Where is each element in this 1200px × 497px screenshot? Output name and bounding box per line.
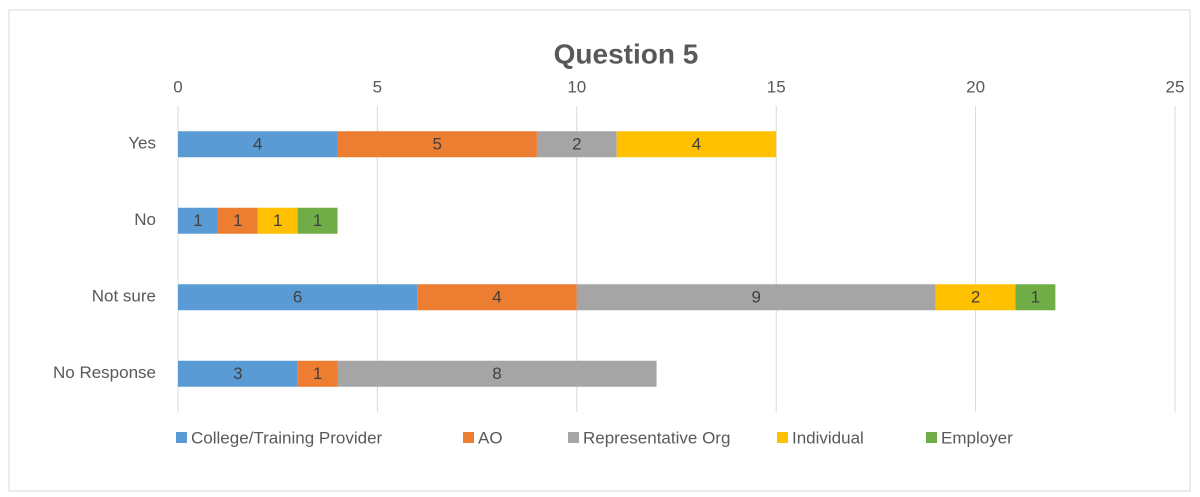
x-tick-label: 15 [767, 77, 786, 96]
data-label: 1 [233, 211, 242, 230]
bar-segment [297, 207, 338, 234]
bar-segment [178, 131, 338, 158]
y-tick-label: No [134, 210, 156, 229]
bar-segment [935, 284, 1016, 311]
bar-segment [417, 284, 577, 311]
chart-border [8, 9, 1191, 492]
bar-segment [337, 131, 537, 158]
legend-swatch [926, 432, 937, 443]
bar-segment [1015, 284, 1056, 311]
x-tick-label: 0 [173, 77, 182, 96]
bar-segment [178, 360, 298, 387]
legend-label: Representative Org [583, 428, 730, 447]
y-tick-label: Yes [128, 134, 156, 153]
data-label: 9 [752, 288, 761, 307]
y-tick-label: Not sure [92, 287, 156, 306]
legend-swatch [463, 432, 474, 443]
data-label: 1 [193, 211, 202, 230]
x-tick-label: 20 [966, 77, 985, 96]
data-label: 8 [492, 364, 501, 383]
data-label: 3 [233, 364, 242, 383]
x-tick-label: 25 [1166, 77, 1185, 96]
bar-segment [337, 360, 657, 387]
data-label: 1 [1031, 288, 1040, 307]
data-label: 4 [692, 135, 701, 154]
chart-title: Question 5 [554, 38, 699, 69]
bar-segment [616, 131, 777, 158]
bar-segment [178, 207, 218, 234]
y-tick-label: No Response [53, 363, 156, 382]
legend-label: Individual [792, 428, 864, 447]
legend-swatch [568, 432, 579, 443]
data-label: 5 [432, 135, 441, 154]
data-label: 6 [293, 288, 302, 307]
data-label: 2 [971, 288, 980, 307]
legend-swatch [777, 432, 788, 443]
bar-segment [257, 207, 298, 234]
bar-segment [576, 284, 936, 311]
data-label: 4 [253, 135, 262, 154]
x-tick-label: 5 [373, 77, 382, 96]
bar-segment [178, 284, 418, 311]
legend-label: Employer [941, 428, 1013, 447]
bar-segment [297, 360, 338, 387]
data-label: 1 [273, 211, 282, 230]
data-label: 4 [492, 288, 501, 307]
legend-label: College/Training Provider [191, 428, 383, 447]
bar-segment [536, 131, 617, 158]
legend-label: AO [478, 428, 503, 447]
data-label: 1 [313, 211, 322, 230]
x-tick-label: 10 [567, 77, 586, 96]
bar-segment [217, 207, 258, 234]
data-label: 1 [313, 364, 322, 383]
legend-swatch [176, 432, 187, 443]
data-label: 2 [572, 135, 581, 154]
